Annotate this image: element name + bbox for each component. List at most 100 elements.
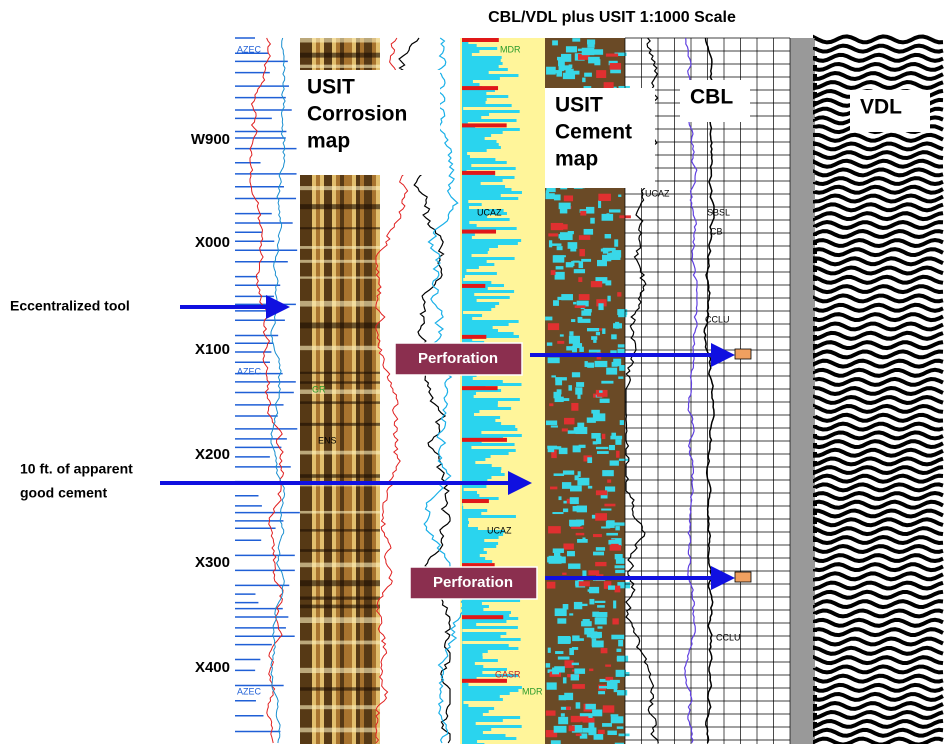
cyan-fill <box>462 635 501 638</box>
cement-patch <box>579 261 584 268</box>
cement-patch <box>566 707 571 710</box>
cyan-fill <box>462 686 522 689</box>
cement-patch <box>554 666 565 672</box>
cyan-fill <box>462 413 474 416</box>
cement-patch <box>554 473 564 476</box>
cement-patch <box>604 504 615 507</box>
cyan-fill <box>462 383 522 386</box>
cyan-fill <box>462 128 520 131</box>
cement-patch <box>611 716 624 723</box>
cement-patch <box>563 470 574 474</box>
cement-patch <box>555 608 567 616</box>
cement-patch <box>562 573 566 575</box>
cement-patch <box>568 385 572 391</box>
red-fill <box>462 679 507 683</box>
cement-patch <box>551 425 558 427</box>
cement-patch <box>563 543 574 549</box>
cyan-fill <box>462 602 482 605</box>
cyan-fill <box>462 266 479 269</box>
cyan-fill <box>462 98 487 101</box>
depth-label: X200 <box>195 446 230 463</box>
cement-patch <box>566 346 572 350</box>
cement-patch <box>605 664 611 666</box>
cyan-fill <box>462 425 515 428</box>
depth-label: X400 <box>195 659 230 676</box>
cyan-fill <box>462 509 487 512</box>
cyan-fill <box>462 263 494 266</box>
cement-patch <box>574 668 585 673</box>
cement-patch <box>558 656 570 659</box>
cement-patch <box>551 375 556 377</box>
cement-patch <box>576 702 581 708</box>
cement-patch <box>597 605 605 608</box>
cement-patch <box>595 562 606 566</box>
red-fill <box>462 438 507 442</box>
cyan-fill <box>462 242 518 245</box>
cyan-fill <box>462 305 495 308</box>
cement-patch <box>579 445 586 448</box>
cement-patch <box>561 294 573 300</box>
cement-patch <box>572 647 578 650</box>
cyan-fill <box>462 719 503 722</box>
cement-patch <box>591 410 599 414</box>
cyan-fill <box>462 137 485 140</box>
curve-mnemonic: AZEC <box>237 366 262 376</box>
cyan-fill <box>462 323 509 326</box>
cyan-fill <box>462 77 500 80</box>
perforation-label: Perforation <box>433 574 513 591</box>
corrosion-band <box>300 687 380 690</box>
red-fill <box>462 386 498 390</box>
cement-patch <box>569 64 573 68</box>
cement-patch <box>593 50 602 54</box>
cement-patch <box>585 361 588 367</box>
corrosion-band <box>300 65 380 68</box>
cement-patch <box>560 209 567 214</box>
cement-patch <box>590 218 594 224</box>
cement-patch <box>553 548 564 553</box>
cement-patch <box>595 617 607 624</box>
cyan-fill <box>462 92 486 95</box>
cement-patch <box>610 63 621 70</box>
cyan-fill <box>462 308 491 311</box>
panel-label: USIT <box>307 76 355 99</box>
cement-patch <box>578 319 591 323</box>
cyan-fill <box>462 545 496 548</box>
curve-mnemonic: GR <box>312 384 326 394</box>
corrosion-band <box>300 38 380 42</box>
corrosion-band <box>300 580 380 586</box>
cement-patch <box>593 340 596 343</box>
cement-patch <box>587 629 591 637</box>
cyan-fill <box>462 50 479 53</box>
cement-patch <box>614 239 618 246</box>
cement-patch <box>577 539 588 543</box>
cyan-fill <box>462 659 498 662</box>
corrosion-band <box>300 423 380 426</box>
cyan-fill <box>462 692 510 695</box>
cement-patch <box>606 53 618 56</box>
cement-patch <box>618 640 623 646</box>
cement-patch <box>579 235 590 240</box>
cyan-fill <box>462 722 476 725</box>
cyan-fill <box>462 254 472 257</box>
perforation-marker <box>735 349 751 359</box>
cement-patch <box>566 262 574 267</box>
cement-patch <box>602 723 612 727</box>
cement-patch <box>619 365 625 371</box>
cement-patch <box>582 537 585 540</box>
cyan-fill <box>462 302 499 305</box>
cyan-fill <box>462 671 482 674</box>
corrosion-band <box>300 346 380 350</box>
cement-patch <box>570 486 582 492</box>
cement-patch <box>613 522 625 525</box>
cement-patch <box>566 46 577 52</box>
cement-patch <box>587 457 592 463</box>
cyan-fill <box>462 704 468 707</box>
cement-patch <box>613 601 616 609</box>
cement-patch <box>607 296 610 302</box>
cement-patch <box>617 726 624 728</box>
cyan-fill <box>462 74 518 77</box>
cyan-fill <box>462 56 502 59</box>
cement-patch <box>548 357 560 363</box>
corrosion-band <box>300 186 380 190</box>
cement-patch <box>615 565 625 568</box>
